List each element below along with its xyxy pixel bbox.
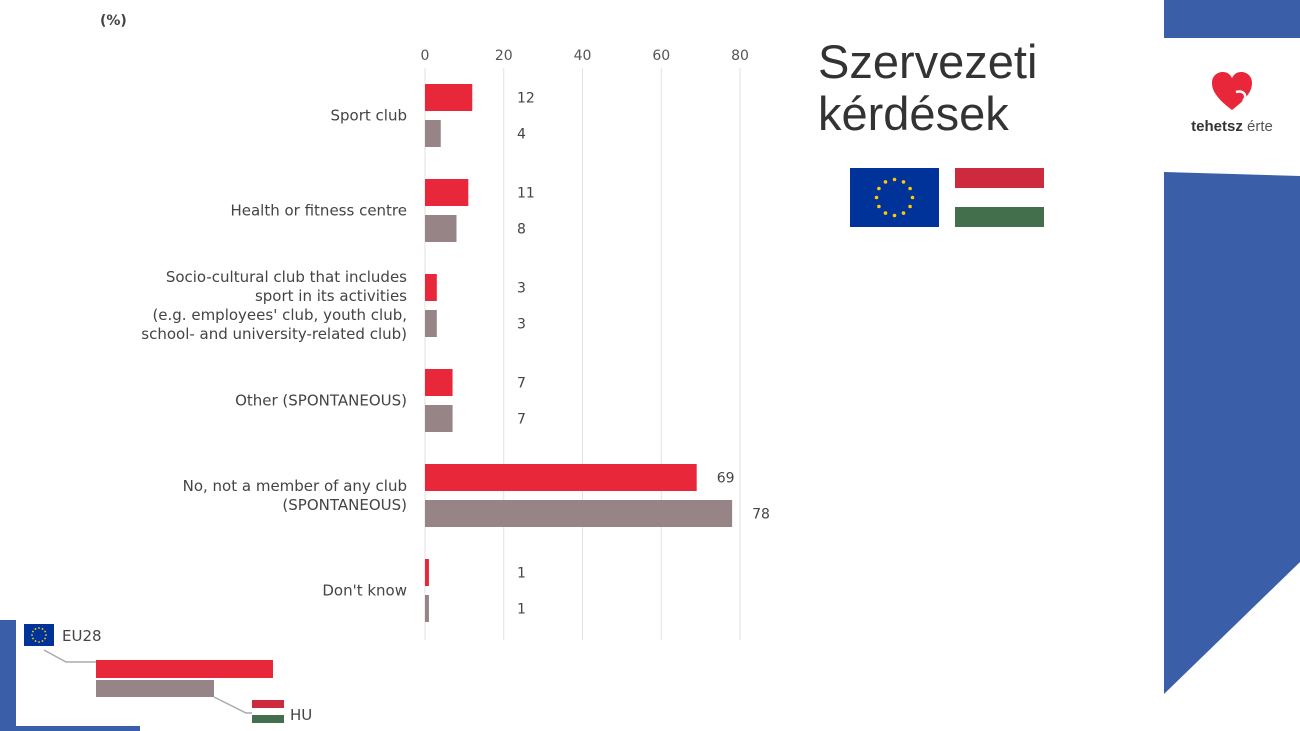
data-label: 12: [517, 91, 535, 107]
legend-eu-star: [41, 640, 44, 642]
bottom-left-blue-corner: [0, 620, 140, 731]
category-label: No, not a member of any club: [183, 477, 407, 495]
data-label: 3: [517, 317, 526, 333]
category-label: Sport club: [331, 107, 407, 125]
legend-eu-star: [44, 630, 46, 633]
bar-hu: [425, 500, 733, 527]
data-label: 11: [517, 186, 535, 202]
category-label: sport in its activities: [255, 287, 407, 305]
logo-text: tehetsz érte: [1172, 118, 1292, 135]
legend-eu-star: [32, 630, 34, 633]
bar-eu28: [425, 179, 469, 206]
legend-eu-star: [44, 637, 46, 640]
bar-chart: (%) 0 20 40 60 80 Sport club 12 4 Health or fitne…: [24, 13, 770, 724]
legend-hu-flag-icon: [252, 700, 284, 708]
category-label: (SPONTANEOUS): [282, 496, 407, 514]
legend-hu-flag-icon: [252, 708, 284, 715]
legend-eu-star: [38, 641, 40, 643]
category-label: (e.g. employees' club, youth club,: [152, 306, 407, 324]
legend-eu-star: [45, 634, 47, 636]
legend-eu-star: [41, 628, 44, 630]
data-label: 7: [517, 376, 526, 392]
data-label: 8: [517, 222, 526, 238]
slide-title: Szervezeti kérdések: [818, 36, 1037, 140]
category-label: school- and university-related club): [141, 325, 407, 343]
category-label: Health or fitness centre: [230, 202, 407, 220]
x-tick-label: 40: [574, 48, 592, 64]
data-label: 3: [517, 281, 526, 297]
x-tick-label: 80: [731, 48, 749, 64]
data-label: 1: [517, 566, 526, 582]
legend-eu-star: [31, 634, 33, 636]
legend-swatch-hu: [96, 680, 214, 697]
x-tick-label: 20: [495, 48, 513, 64]
category-label: Socio-cultural club that includes: [166, 268, 407, 286]
right-blue-side-band: [1164, 172, 1300, 694]
bar-eu28: [425, 84, 473, 111]
category-label: Other (SPONTANEOUS): [235, 392, 407, 410]
bar-hu: [425, 120, 441, 147]
x-tick-label: 0: [421, 48, 430, 64]
bar-hu: [425, 595, 429, 622]
legend-eu-flag-icon: [24, 624, 54, 646]
data-label: 69: [717, 471, 735, 487]
legend-label-eu28: EU28: [62, 627, 102, 645]
tehetsz-erte-logo: tehetsz érte: [1172, 70, 1292, 150]
legend-eu-star: [34, 640, 37, 642]
legend-leader-line: [43, 649, 96, 663]
bar-eu28: [425, 464, 697, 491]
data-label: 7: [517, 412, 526, 428]
bar-eu28: [425, 559, 429, 586]
hungary-flag-icon: [955, 168, 1044, 227]
logo-brand-thin: érte: [1247, 118, 1273, 135]
slide-title-line-1: Szervezeti: [818, 35, 1038, 88]
legend-eu-star: [38, 627, 40, 629]
data-label: 78: [752, 507, 770, 523]
legend-label-hu: HU: [290, 706, 312, 724]
legend-leader-line: [213, 696, 252, 714]
bar-hu: [425, 215, 457, 242]
x-tick-label: 60: [652, 48, 670, 64]
slide-title-line-2: kérdések: [818, 87, 1009, 140]
eu-flag-icon: [850, 168, 939, 227]
category-label: Don't know: [322, 582, 407, 600]
unit-label: (%): [100, 13, 127, 29]
data-label: 4: [517, 127, 526, 143]
legend-eu-star: [34, 628, 37, 630]
legend-eu-star: [32, 637, 34, 640]
data-label: 1: [517, 602, 526, 618]
heart-icon: [1212, 72, 1252, 110]
bar-hu: [425, 405, 453, 432]
bar-eu28: [425, 369, 453, 396]
logo-brand-bold: tehetsz: [1191, 118, 1243, 135]
bar-hu: [425, 310, 437, 337]
legend-swatch-eu28: [96, 660, 273, 678]
right-blue-top-block: [1164, 0, 1300, 38]
legend-hu-flag-icon: [252, 715, 284, 723]
bar-eu28: [425, 274, 437, 301]
